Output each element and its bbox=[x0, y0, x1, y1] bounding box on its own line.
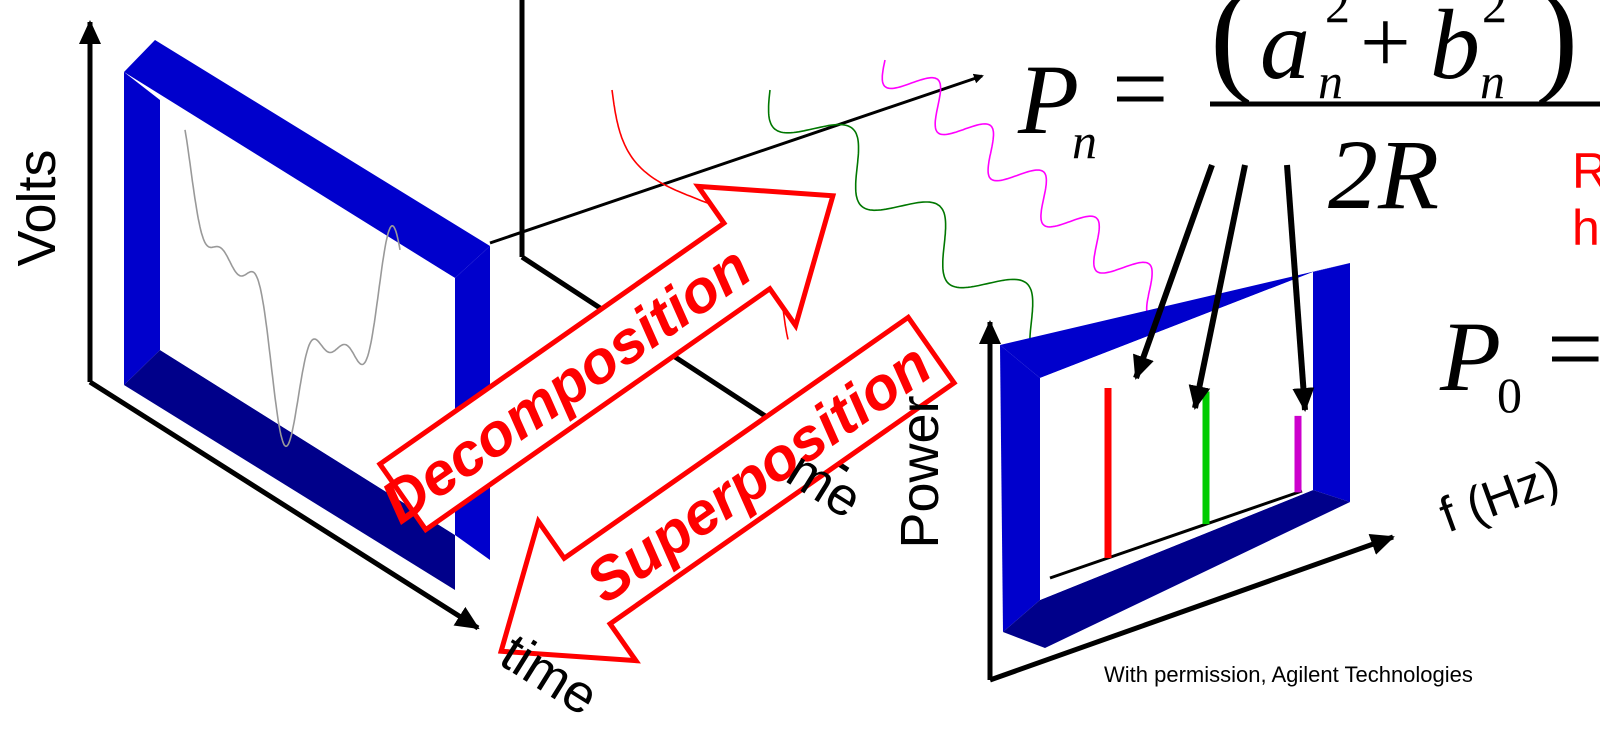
formula-open-paren: ( bbox=[1210, 0, 1253, 107]
formula-a-superscript: 2 bbox=[1325, 0, 1350, 33]
formula-p-subscript: n bbox=[1072, 113, 1097, 169]
dc-power-formula: P 0 = bbox=[1439, 293, 1600, 423]
formula-b-subscript: n bbox=[1480, 53, 1505, 109]
frequency-label: f (Hz) bbox=[1432, 449, 1566, 543]
red-note-line-1: R bbox=[1572, 143, 1600, 199]
power-formula: P n = ( a 2 n + b 2 n ) 2R bbox=[1017, 0, 1600, 230]
formula-equals: = bbox=[1112, 33, 1168, 144]
formula-b-superscript: 2 bbox=[1482, 0, 1507, 33]
p0-p: P bbox=[1439, 301, 1501, 412]
volts-label: Volts bbox=[7, 149, 67, 266]
formula-a: a bbox=[1260, 0, 1310, 100]
formula-plus: + bbox=[1360, 0, 1411, 92]
red-note-line-2: h bbox=[1572, 200, 1600, 256]
formula-close-paren: ) bbox=[1535, 0, 1578, 107]
credit-text: With permission, Agilent Technologies bbox=[1104, 662, 1473, 687]
formula-b: b bbox=[1430, 0, 1480, 100]
formula-p: P bbox=[1017, 44, 1079, 155]
p0-equals: = bbox=[1547, 293, 1600, 404]
formula-denominator: 2R bbox=[1328, 119, 1439, 230]
formula-a-subscript: n bbox=[1318, 53, 1343, 109]
p0-subscript: 0 bbox=[1497, 367, 1522, 423]
power-axis-label: Power bbox=[890, 395, 950, 548]
